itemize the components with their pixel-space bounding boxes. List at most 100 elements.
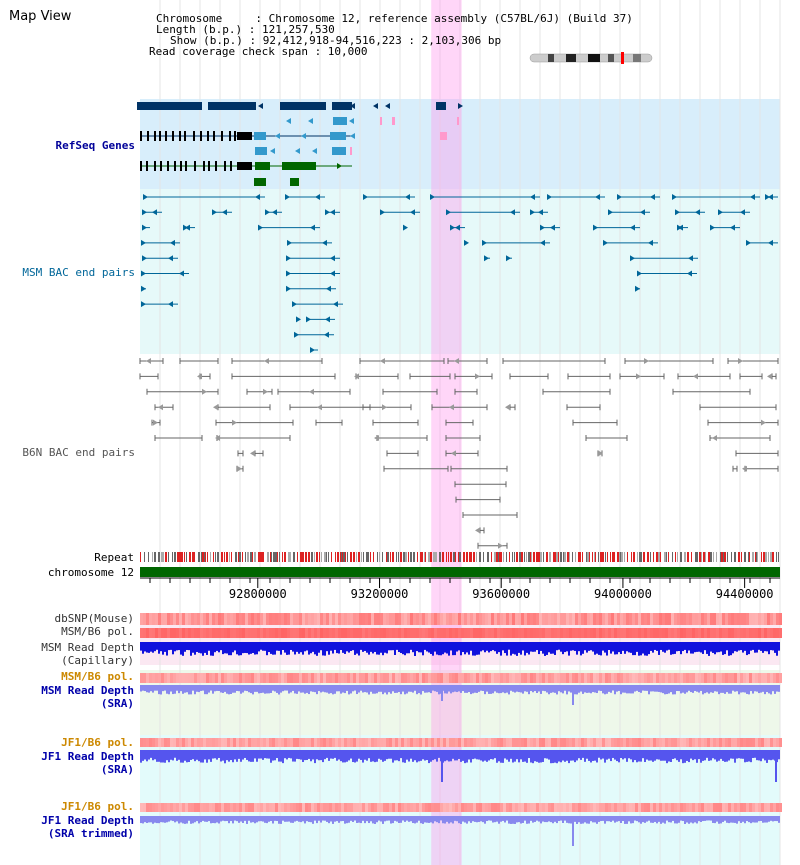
depth-bar — [574, 685, 576, 695]
density-cell — [296, 613, 299, 625]
density-cell — [239, 613, 242, 625]
depth-bar — [550, 816, 552, 823]
density-cell — [692, 613, 695, 625]
density-cell — [641, 613, 644, 625]
b6n-bac-pair — [154, 435, 203, 441]
repeat-element — [201, 552, 202, 562]
depth-bar — [312, 750, 314, 760]
repeat-element — [177, 552, 179, 562]
density-cell — [407, 613, 410, 625]
msm-bac-pairs-track[interactable] — [141, 194, 778, 353]
depth-bar — [274, 685, 276, 692]
depth-bar — [626, 685, 628, 694]
density-cell — [704, 628, 707, 638]
repeat-element — [442, 552, 444, 562]
depth-bar — [750, 816, 752, 824]
depth-bar — [570, 685, 572, 693]
repeat-element — [181, 552, 183, 562]
depth-bar — [652, 750, 654, 762]
strand-arrow — [287, 239, 292, 246]
strand-arrow — [644, 358, 649, 364]
depth-bar — [332, 816, 334, 824]
density-cell — [527, 613, 530, 625]
depth-bar — [154, 750, 156, 760]
repeat-element — [538, 552, 540, 562]
depth-bar — [544, 642, 546, 656]
b6n-bac-pairs-track[interactable] — [139, 358, 779, 549]
depth-bar — [244, 642, 246, 653]
depth-bar — [594, 642, 596, 655]
density-cell — [314, 613, 317, 625]
strand-arrow — [325, 316, 330, 323]
density-cell — [638, 738, 641, 747]
density-track-label: JF1/B6 pol. — [61, 800, 134, 813]
density-cell — [287, 673, 290, 683]
repeat-element — [398, 552, 399, 562]
density-cell — [326, 738, 329, 747]
refseq-gene-row — [255, 147, 352, 155]
chromosome-ideogram[interactable] — [529, 52, 653, 64]
depth-bar — [510, 642, 512, 656]
depth-bar — [640, 685, 642, 693]
depth-bar — [612, 816, 614, 821]
depth-bar — [460, 750, 462, 762]
depth-bar — [282, 750, 284, 764]
depth-bar — [498, 750, 500, 762]
depth-bar — [564, 816, 566, 821]
density-cell — [275, 738, 278, 747]
density-cell — [347, 613, 350, 625]
density-cell — [761, 628, 764, 638]
density-cell — [728, 803, 731, 812]
depth-bar — [770, 685, 772, 695]
depth-bar — [720, 816, 722, 824]
density-cell — [170, 803, 173, 812]
depth-bar — [512, 685, 514, 692]
repeat-element — [587, 552, 589, 562]
density-cell — [503, 803, 506, 812]
depth-bar — [204, 642, 206, 653]
refseq-genes-track[interactable] — [137, 102, 463, 186]
density-cell — [140, 613, 143, 625]
msm-bac-pair — [540, 224, 560, 231]
gene-block — [333, 117, 347, 125]
density-cell — [467, 738, 470, 747]
depth-bar — [264, 750, 266, 759]
density-cell — [533, 628, 536, 638]
density-cell — [704, 738, 707, 747]
density-cell — [149, 673, 152, 683]
depth-bar — [624, 816, 626, 824]
density-cell — [233, 673, 236, 683]
density-cell — [773, 613, 776, 625]
depth-bar — [636, 685, 638, 691]
depth-bar — [510, 816, 512, 824]
msm-b6-pol-sra — [140, 673, 782, 683]
depth-bar — [734, 816, 736, 823]
depth-bar — [714, 685, 716, 692]
depth-bar — [304, 816, 306, 824]
chromosome-bar[interactable] — [140, 567, 780, 577]
depth-bar — [226, 750, 228, 761]
density-cell — [155, 628, 158, 638]
depth-bar — [530, 642, 532, 652]
density-cell — [731, 738, 734, 747]
density-cell — [551, 613, 554, 625]
depth-bar — [504, 685, 506, 694]
density-cell — [227, 613, 230, 625]
depth-bar — [534, 750, 536, 762]
repeat-element — [643, 552, 645, 562]
highlight-region[interactable] — [431, 0, 462, 865]
strand-arrow — [385, 103, 390, 109]
repeat-element — [768, 552, 769, 562]
density-cell — [581, 613, 584, 625]
repeat-element — [610, 552, 611, 562]
density-cell — [584, 613, 587, 625]
repeat-element — [522, 552, 523, 562]
repeat-element — [168, 552, 169, 562]
depth-bar — [492, 816, 494, 823]
strand-arrow — [168, 301, 173, 308]
depth-bar — [224, 685, 226, 692]
depth-bar — [702, 816, 704, 822]
repeat-element — [435, 552, 437, 562]
depth-bar — [650, 685, 652, 692]
gene-exon — [180, 161, 182, 171]
